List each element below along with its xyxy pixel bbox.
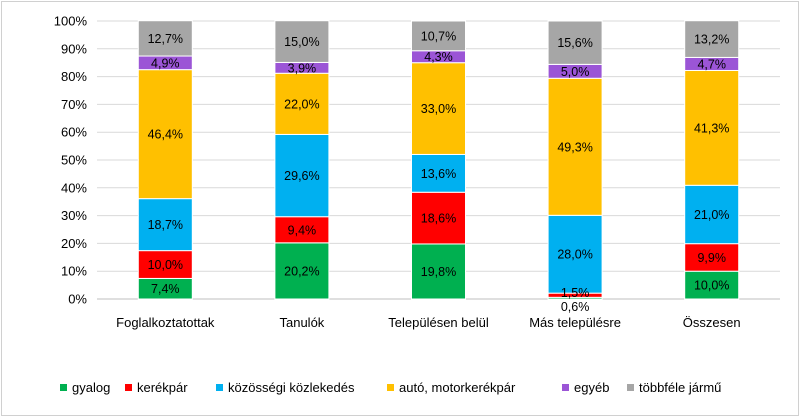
- bar-segment: [137, 250, 193, 279]
- data-label: 15,0%: [284, 35, 319, 49]
- data-label: 4,9%: [151, 56, 180, 70]
- bar-segment: [137, 20, 193, 57]
- category-label: Tanulók: [279, 315, 324, 330]
- y-tick-label: 40%: [61, 180, 87, 195]
- legend-label: autó, motorkerékpár: [399, 380, 516, 395]
- bar-segment: [137, 198, 193, 252]
- bar-segment: [684, 184, 740, 245]
- bar-segment: [274, 72, 330, 135]
- bar-segment: [547, 20, 603, 65]
- bar-segment: [684, 69, 740, 186]
- legend-label: egyéb: [574, 380, 609, 395]
- bar-segment: [411, 191, 466, 245]
- category-label: Foglalkoztatottak: [116, 315, 215, 330]
- data-label: 41,3%: [694, 121, 729, 135]
- data-label: 33,0%: [421, 102, 456, 116]
- y-tick-label: 0%: [68, 292, 87, 307]
- data-label: 13,6%: [421, 167, 456, 181]
- data-label: 12,7%: [148, 32, 183, 46]
- data-label: 13,2%: [694, 33, 729, 47]
- data-label: 18,6%: [421, 212, 456, 226]
- data-label: 3,9%: [288, 61, 317, 75]
- legend-swatch: [60, 384, 67, 391]
- y-tick-label: 60%: [61, 125, 87, 140]
- legend: gyalog kerékpár közösségi közlekedés autó, …: [60, 380, 721, 395]
- legend-swatch: [387, 384, 394, 391]
- legend-label: gyalog: [72, 380, 110, 395]
- y-tick-label: 50%: [61, 153, 87, 168]
- bar-segment: [547, 77, 603, 216]
- y-tick-label: 100%: [54, 14, 88, 29]
- bar-segment: [274, 20, 330, 63]
- data-label: 10,0%: [148, 258, 183, 272]
- bars: [137, 20, 740, 300]
- data-label: 1,5%: [561, 286, 590, 300]
- data-label: 4,7%: [697, 57, 726, 71]
- bar-segment: [274, 216, 330, 244]
- data-label: 7,4%: [151, 282, 180, 296]
- data-label: 10,0%: [694, 279, 729, 293]
- data-label: 19,8%: [421, 265, 456, 279]
- bar-segment: [274, 242, 330, 300]
- x-axis: Foglalkoztatottak Tanulók Településen belü…: [116, 315, 740, 330]
- data-label: 9,4%: [288, 223, 317, 237]
- legend-label: kerékpár: [137, 380, 188, 395]
- y-tick-label: 20%: [61, 236, 87, 251]
- bar-segment: [684, 20, 740, 58]
- data-label: 46,4%: [148, 128, 183, 142]
- bar-segment: [547, 214, 603, 294]
- data-labels: 7,4% 10,0% 18,7% 46,4% 4,9% 12,7% 20,2% 9,4% 29,…: [148, 29, 730, 314]
- data-label: 9,9%: [697, 251, 726, 265]
- data-label: 21,0%: [694, 208, 729, 222]
- data-label: 20,2%: [284, 264, 319, 278]
- category-label: Településen belül: [388, 315, 489, 330]
- legend-swatch: [125, 384, 132, 391]
- bar-segment: [684, 270, 740, 300]
- legend-swatch: [562, 384, 569, 391]
- y-tick-label: 10%: [61, 264, 87, 279]
- data-label: 29,6%: [284, 169, 319, 183]
- data-label: 28,0%: [557, 248, 592, 262]
- bar-segment: [411, 243, 466, 300]
- y-axis-ticks: 0% 10% 20% 30% 40% 50% 60% 70% 80% 90% 100%: [54, 14, 88, 307]
- y-tick-label: 90%: [61, 41, 87, 56]
- y-tick-label: 80%: [61, 69, 87, 84]
- data-label: 49,3%: [557, 140, 592, 154]
- data-label: 22,0%: [284, 97, 319, 111]
- data-label: 4,3%: [424, 50, 453, 64]
- bar-segment: [137, 69, 193, 200]
- legend-swatch: [216, 384, 223, 391]
- data-label: 5,0%: [561, 65, 590, 79]
- y-tick-label: 70%: [61, 97, 87, 112]
- legend-label: közösségi közlekedés: [228, 380, 355, 395]
- data-label: 10,7%: [421, 29, 456, 43]
- category-label: Más településre: [529, 315, 621, 330]
- bar-segment: [411, 20, 466, 52]
- data-label: 15,6%: [557, 36, 592, 50]
- legend-swatch: [627, 384, 634, 391]
- data-label: 0,6%: [561, 300, 590, 314]
- data-label: 18,7%: [148, 218, 183, 232]
- legend-label: többféle jármű: [639, 380, 721, 395]
- category-label: Összesen: [683, 315, 741, 330]
- y-tick-label: 30%: [61, 208, 87, 223]
